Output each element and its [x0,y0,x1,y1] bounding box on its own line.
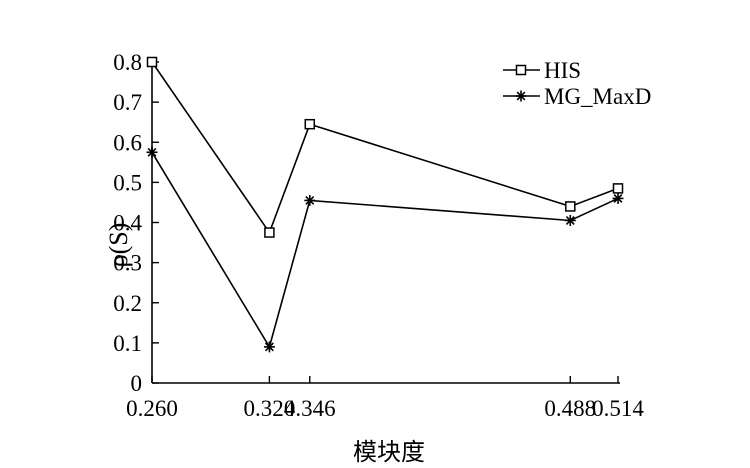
y-tick-label: 0.7 [113,90,142,115]
y-axis-title: ρ(S) [104,223,133,268]
y-tick-label: 0.6 [113,130,142,155]
legend-label: HIS [544,58,581,83]
series-line [151,151,619,349]
data-point-square [146,56,158,68]
y-tick-label: 0.8 [113,50,142,75]
x-tick-label: 0.488 [544,396,596,421]
y-tick-label: 0.1 [113,331,142,356]
y-tick-label: 0 [131,371,143,396]
data-point-star [564,214,576,226]
legend-label: MG_MaxD [544,84,651,109]
data-point-star [263,341,275,353]
data-point-star [612,192,624,204]
series-his [146,56,624,238]
x-tick-label: 0.260 [126,396,178,421]
y-ticks: 0 0.1 0.2 0.3 0.4 0.5 0.6 0.7 0.8 [113,50,159,396]
legend-item: MG_MaxD [503,84,651,109]
data-point-square [264,227,275,238]
axes [151,57,620,384]
y-tick-label: 0.4 [113,211,142,236]
data-point-star [515,90,527,102]
x-tick-label: 0.324 [244,396,296,421]
series-layer [146,56,624,353]
data-point-square [304,118,316,130]
y-tick-label: 0.3 [113,251,142,276]
x-axis-title: 模块度 [353,438,425,466]
data-point-star [304,194,316,206]
series-mg-maxd [146,146,624,353]
x-tick-label: 0.346 [284,396,336,421]
y-tick-label: 0.2 [113,291,142,316]
data-point-square [515,64,527,76]
data-point-square [565,201,576,212]
x-tick-label: 0.514 [592,396,644,421]
data-point-square [612,183,624,194]
data-point-star [146,146,158,158]
y-tick-label: 0.5 [113,170,142,195]
legend-item: HIS [503,58,581,83]
